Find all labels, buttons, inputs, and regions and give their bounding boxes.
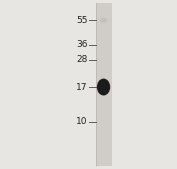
Text: 28: 28 <box>76 55 88 65</box>
Bar <box>96 3 112 166</box>
Text: 36: 36 <box>76 40 88 49</box>
Text: 10: 10 <box>76 117 88 126</box>
Text: 55: 55 <box>76 16 88 25</box>
Text: 17: 17 <box>76 82 88 92</box>
Ellipse shape <box>97 79 110 95</box>
Ellipse shape <box>100 18 107 23</box>
